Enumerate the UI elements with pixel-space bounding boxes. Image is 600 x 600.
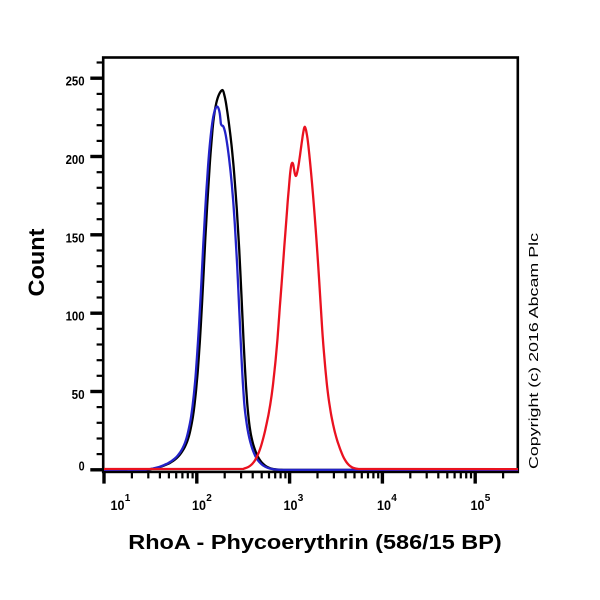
svg-text:Copyright (c) 2016 Abcam Plc: Copyright (c) 2016 Abcam Plc <box>526 232 541 469</box>
svg-text:4: 4 <box>391 493 397 504</box>
svg-text:2: 2 <box>206 493 212 504</box>
svg-text:250: 250 <box>66 74 85 89</box>
svg-text:200: 200 <box>66 152 85 167</box>
svg-text:10: 10 <box>284 498 298 513</box>
svg-text:100: 100 <box>66 309 85 324</box>
svg-text:10: 10 <box>471 498 485 513</box>
svg-text:10: 10 <box>192 498 206 513</box>
svg-text:10: 10 <box>111 498 125 513</box>
svg-text:Count: Count <box>24 228 49 297</box>
svg-text:10: 10 <box>377 498 391 513</box>
svg-text:50: 50 <box>72 387 85 402</box>
svg-text:3: 3 <box>298 493 304 504</box>
svg-text:1: 1 <box>125 493 131 504</box>
svg-text:5: 5 <box>485 493 491 504</box>
svg-text:RhoA - Phycoerythrin (586/15 B: RhoA - Phycoerythrin (586/15 BP) <box>128 532 502 554</box>
svg-text:150: 150 <box>66 230 85 245</box>
svg-text:0: 0 <box>79 459 85 474</box>
